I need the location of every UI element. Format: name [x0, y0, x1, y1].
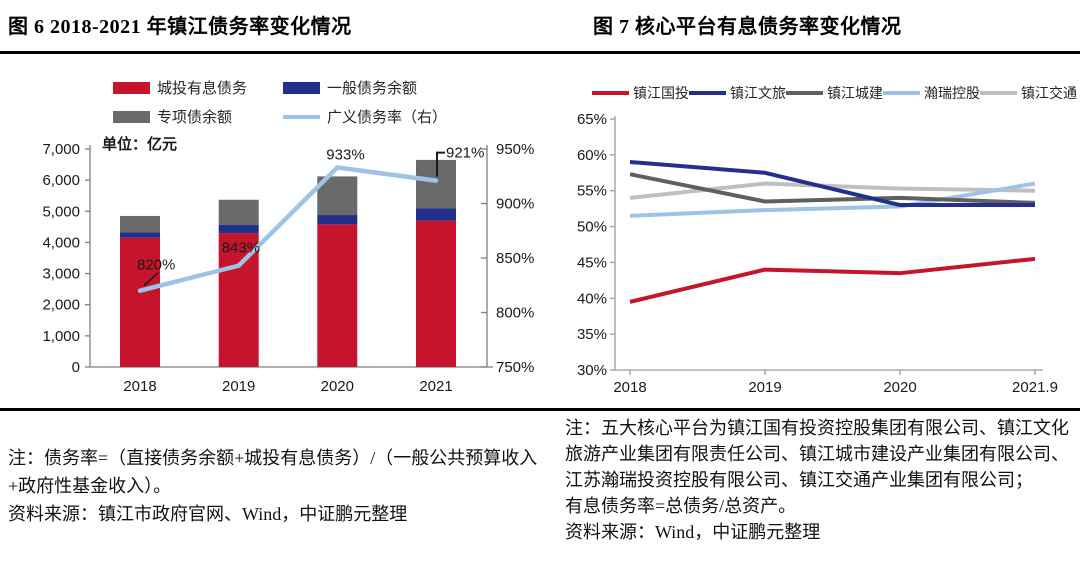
svg-text:2021.9: 2021.9: [1012, 379, 1058, 396]
line-swatch-icon: [689, 91, 726, 95]
line-swatch-icon: [980, 91, 1017, 95]
svg-text:30%: 30%: [577, 362, 607, 379]
svg-text:800%: 800%: [496, 305, 534, 322]
legend-item-zhenjiang-jiaotong: 镇江交通: [980, 83, 1077, 103]
legend-label: 城投有息债务: [157, 80, 248, 97]
svg-text:2020: 2020: [321, 378, 354, 395]
legend-item-zhenjiang-chengjian: 镇江城建: [786, 83, 883, 103]
bar-swatch-icon: [283, 81, 320, 94]
legend-label: 镇江城建: [827, 85, 883, 101]
legend-label: 镇江交通: [1021, 85, 1077, 101]
svg-text:6,000: 6,000: [42, 172, 80, 189]
svg-text:2018: 2018: [123, 378, 156, 395]
svg-text:950%: 950%: [496, 141, 534, 158]
svg-text:0: 0: [72, 359, 80, 376]
svg-text:843%: 843%: [222, 240, 260, 257]
svg-text:50%: 50%: [577, 219, 607, 236]
svg-text:60%: 60%: [577, 147, 607, 164]
line-swatch-icon: [592, 91, 629, 95]
figure7-legend: 镇江国投 镇江文旅 镇江城建 瀚瑞控股 镇江交通: [592, 83, 1077, 103]
svg-text:900%: 900%: [496, 196, 534, 213]
svg-text:2021: 2021: [419, 378, 452, 395]
svg-text:2019: 2019: [748, 379, 781, 396]
legend-item-general-debt: 一般债务余额: [283, 77, 447, 98]
legend-item-zhenjiang-wenlv: 镇江文旅: [689, 83, 786, 103]
svg-text:7,000: 7,000: [42, 141, 80, 158]
figure6-note: 注：债务率=（直接债务余额+城投有息债务）/（一般公共预算收入+政府性基金收入）…: [8, 444, 543, 528]
line-swatch-icon: [883, 91, 920, 95]
legend-item-chengtou-debt: 城投有息债务: [113, 77, 283, 98]
legend-label: 一般债务余额: [327, 80, 418, 97]
figure7-line-chart: 30% 35% 40% 45% 50% 55% 60% 65% 2018 2019 2020 2021…: [577, 111, 1058, 396]
svg-text:820%: 820%: [137, 257, 175, 274]
note-line: 资料来源：镇江市政府官网、Wind，中证鹏元整理: [8, 504, 408, 524]
figure6-stacked-bar-line-chart: 0 1,000 2,000 3,000 4,000 5,000 6,000 7,000 950%…: [42, 141, 534, 395]
legend-label: 专项债余额: [157, 109, 233, 126]
figure6-title: 图 6 2018-2021 年镇江债务率变化情况: [8, 16, 352, 38]
legend-label: 瀚瑞控股: [924, 85, 980, 101]
svg-text:2020: 2020: [883, 379, 916, 396]
svg-text:2018: 2018: [613, 379, 646, 396]
line-swatch-icon: [786, 91, 823, 95]
legend-item-special-bond: 专项债余额: [113, 106, 283, 127]
legend-item-broad-debt-ratio: 广义债务率（右）: [283, 106, 447, 127]
legend-label: 镇江国投: [633, 85, 689, 101]
svg-text:850%: 850%: [496, 250, 534, 267]
svg-text:40%: 40%: [577, 290, 607, 307]
svg-text:921%: 921%: [446, 145, 484, 162]
svg-text:2,000: 2,000: [42, 297, 80, 314]
legend-label: 广义债务率（右）: [327, 109, 448, 126]
svg-text:750%: 750%: [496, 359, 534, 376]
legend-item-zhenjiang-guotou: 镇江国投: [592, 83, 689, 103]
legend-item-hanrui-konggu: 瀚瑞控股: [883, 83, 980, 103]
svg-text:5,000: 5,000: [42, 203, 80, 220]
bar-swatch-icon: [113, 110, 150, 123]
svg-text:45%: 45%: [577, 254, 607, 271]
svg-text:2019: 2019: [222, 378, 255, 395]
svg-text:1,000: 1,000: [42, 328, 80, 345]
unit-label: 单位：亿元: [102, 136, 178, 153]
note-line: 注：五大核心平台为镇江国有投资控股集团有限公司、镇江文化旅游产业集团有限责任公司…: [565, 418, 1069, 490]
figure6-legend: 城投有息债务 一般债务余额 专项债余额 广义债务率（右）: [113, 77, 447, 127]
note-line: 注：债务率=（直接债务余额+城投有息债务）/（一般公共预算收入+政府性基金收入）…: [8, 448, 538, 496]
legend-label: 镇江文旅: [730, 85, 786, 101]
svg-text:933%: 933%: [326, 147, 364, 164]
svg-text:4,000: 4,000: [42, 234, 80, 251]
figure7-note: 注：五大核心平台为镇江国有投资控股集团有限公司、镇江文化旅游产业集团有限责任公司…: [565, 415, 1075, 545]
line-swatch-icon: [283, 114, 320, 119]
top-divider-line: [0, 51, 1080, 54]
svg-text:55%: 55%: [577, 183, 607, 200]
figure7-title: 图 7 核心平台有息债务率变化情况: [593, 16, 902, 38]
svg-text:35%: 35%: [577, 326, 607, 343]
svg-text:65%: 65%: [577, 111, 607, 128]
note-line: 资料来源：Wind，中证鹏元整理: [565, 522, 821, 542]
svg-text:3,000: 3,000: [42, 266, 80, 283]
note-line: 有息债务率=总债务/总资产。: [565, 496, 797, 516]
bottom-divider-line: [0, 408, 1080, 411]
bar-swatch-icon: [113, 81, 150, 94]
